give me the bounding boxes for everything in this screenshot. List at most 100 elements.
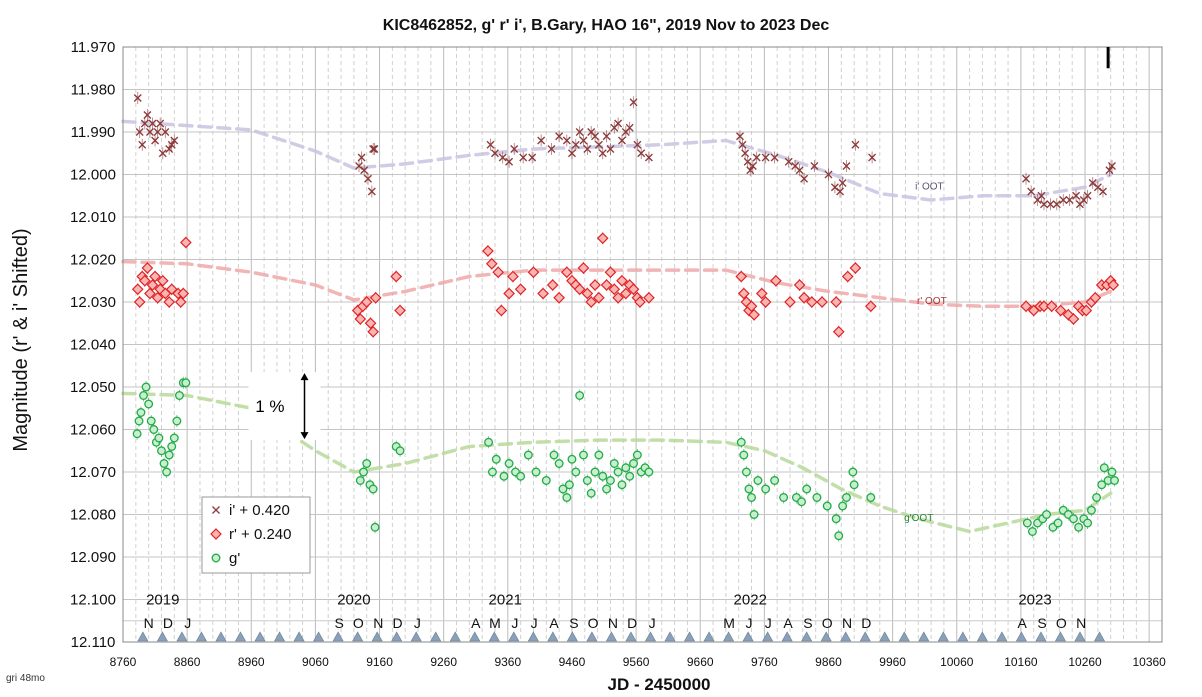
point-r bbox=[589, 279, 601, 291]
point-stroke bbox=[587, 128, 596, 136]
point-i bbox=[795, 166, 804, 175]
point-r bbox=[577, 262, 590, 274]
point-i bbox=[748, 162, 757, 170]
y-tick-label: 12.000 bbox=[70, 167, 116, 184]
month-marker bbox=[371, 631, 383, 642]
year-label: 2019 bbox=[146, 592, 179, 609]
point-stroke bbox=[761, 153, 770, 162]
point-g bbox=[831, 514, 841, 524]
point-stroke bbox=[161, 128, 170, 136]
point-g bbox=[644, 467, 654, 477]
point-i bbox=[761, 153, 770, 162]
month-marker bbox=[918, 631, 930, 642]
point-g bbox=[516, 471, 526, 481]
month-label: D bbox=[392, 615, 402, 631]
month-marker bbox=[332, 631, 344, 642]
y-tick-label: 12.040 bbox=[70, 337, 116, 354]
month-label: N bbox=[1076, 615, 1086, 631]
point-r bbox=[770, 274, 782, 287]
month-marker bbox=[957, 631, 969, 642]
point-g bbox=[575, 391, 585, 400]
month-label: S bbox=[334, 615, 343, 631]
y-tick-label: 12.050 bbox=[70, 379, 116, 396]
point-i bbox=[1037, 191, 1046, 200]
oot-label: g'OOT bbox=[904, 513, 933, 524]
month-label: S bbox=[803, 615, 812, 631]
point-i bbox=[579, 136, 588, 145]
point-i bbox=[145, 128, 154, 136]
legend-label: g' bbox=[229, 550, 240, 567]
point-stroke bbox=[594, 140, 603, 149]
point-stroke bbox=[369, 145, 378, 153]
month-marker bbox=[976, 631, 988, 642]
point-r bbox=[1107, 279, 1120, 291]
oot-label: r' OOT bbox=[917, 296, 947, 307]
point-r bbox=[492, 266, 505, 279]
x-tick-label: 10360 bbox=[1132, 655, 1166, 669]
point-i bbox=[357, 153, 366, 162]
month-label: O bbox=[822, 615, 833, 631]
point-r bbox=[390, 270, 403, 283]
point-g bbox=[564, 480, 574, 490]
point-stroke bbox=[629, 98, 638, 107]
month-marker bbox=[801, 631, 813, 642]
point-stroke bbox=[1065, 196, 1074, 204]
x-tick-label: 10060 bbox=[940, 655, 974, 669]
point-i bbox=[562, 136, 571, 145]
point-g bbox=[838, 501, 848, 511]
point-i bbox=[637, 149, 646, 158]
point-g bbox=[139, 391, 148, 400]
point-i bbox=[528, 153, 537, 162]
point-r bbox=[600, 279, 613, 291]
point-g bbox=[370, 522, 380, 532]
month-marker bbox=[1015, 631, 1027, 642]
point-r bbox=[627, 283, 640, 296]
point-stroke bbox=[1037, 191, 1046, 200]
y-tick-label: 12.080 bbox=[70, 507, 116, 524]
point-stroke bbox=[738, 140, 747, 149]
point-g bbox=[1110, 476, 1119, 485]
month-marker bbox=[781, 631, 793, 642]
annotation-arrow-up bbox=[300, 373, 309, 381]
month-label: S bbox=[569, 615, 578, 631]
point-g bbox=[625, 471, 635, 481]
month-label: J bbox=[511, 615, 518, 631]
month-marker bbox=[234, 631, 247, 642]
month-label: J bbox=[184, 615, 191, 631]
month-marker bbox=[996, 631, 1008, 642]
point-r bbox=[133, 296, 146, 308]
point-g bbox=[848, 467, 858, 477]
point-stroke bbox=[637, 149, 646, 158]
point-stroke bbox=[598, 149, 607, 158]
point-stroke bbox=[1088, 179, 1097, 187]
point-g bbox=[741, 467, 751, 477]
point-stroke bbox=[170, 136, 179, 145]
point-stroke bbox=[528, 153, 537, 162]
point-i bbox=[1022, 174, 1030, 183]
x-tick-label: 10260 bbox=[1068, 655, 1102, 669]
point-stroke bbox=[364, 174, 372, 183]
point-r bbox=[210, 528, 222, 540]
month-marker bbox=[352, 631, 364, 642]
point-g bbox=[359, 467, 368, 477]
point-stroke bbox=[1072, 191, 1081, 200]
point-stroke bbox=[140, 119, 149, 128]
point-i bbox=[1040, 200, 1048, 209]
point-r bbox=[131, 283, 144, 296]
month-marker bbox=[586, 631, 598, 642]
point-i bbox=[370, 145, 379, 153]
point-stroke bbox=[1027, 187, 1036, 196]
year-label: 2020 bbox=[337, 592, 370, 609]
x-tick-label: 9260 bbox=[430, 655, 457, 669]
point-stroke bbox=[505, 157, 514, 166]
point-stroke bbox=[519, 153, 528, 162]
point-g bbox=[1099, 463, 1109, 473]
point-g bbox=[621, 463, 631, 473]
point-r bbox=[849, 262, 862, 274]
point-r bbox=[546, 279, 559, 291]
month-label: A bbox=[1018, 615, 1028, 631]
point-stroke bbox=[138, 140, 147, 149]
point-stroke bbox=[571, 140, 580, 149]
month-marker bbox=[449, 631, 461, 642]
